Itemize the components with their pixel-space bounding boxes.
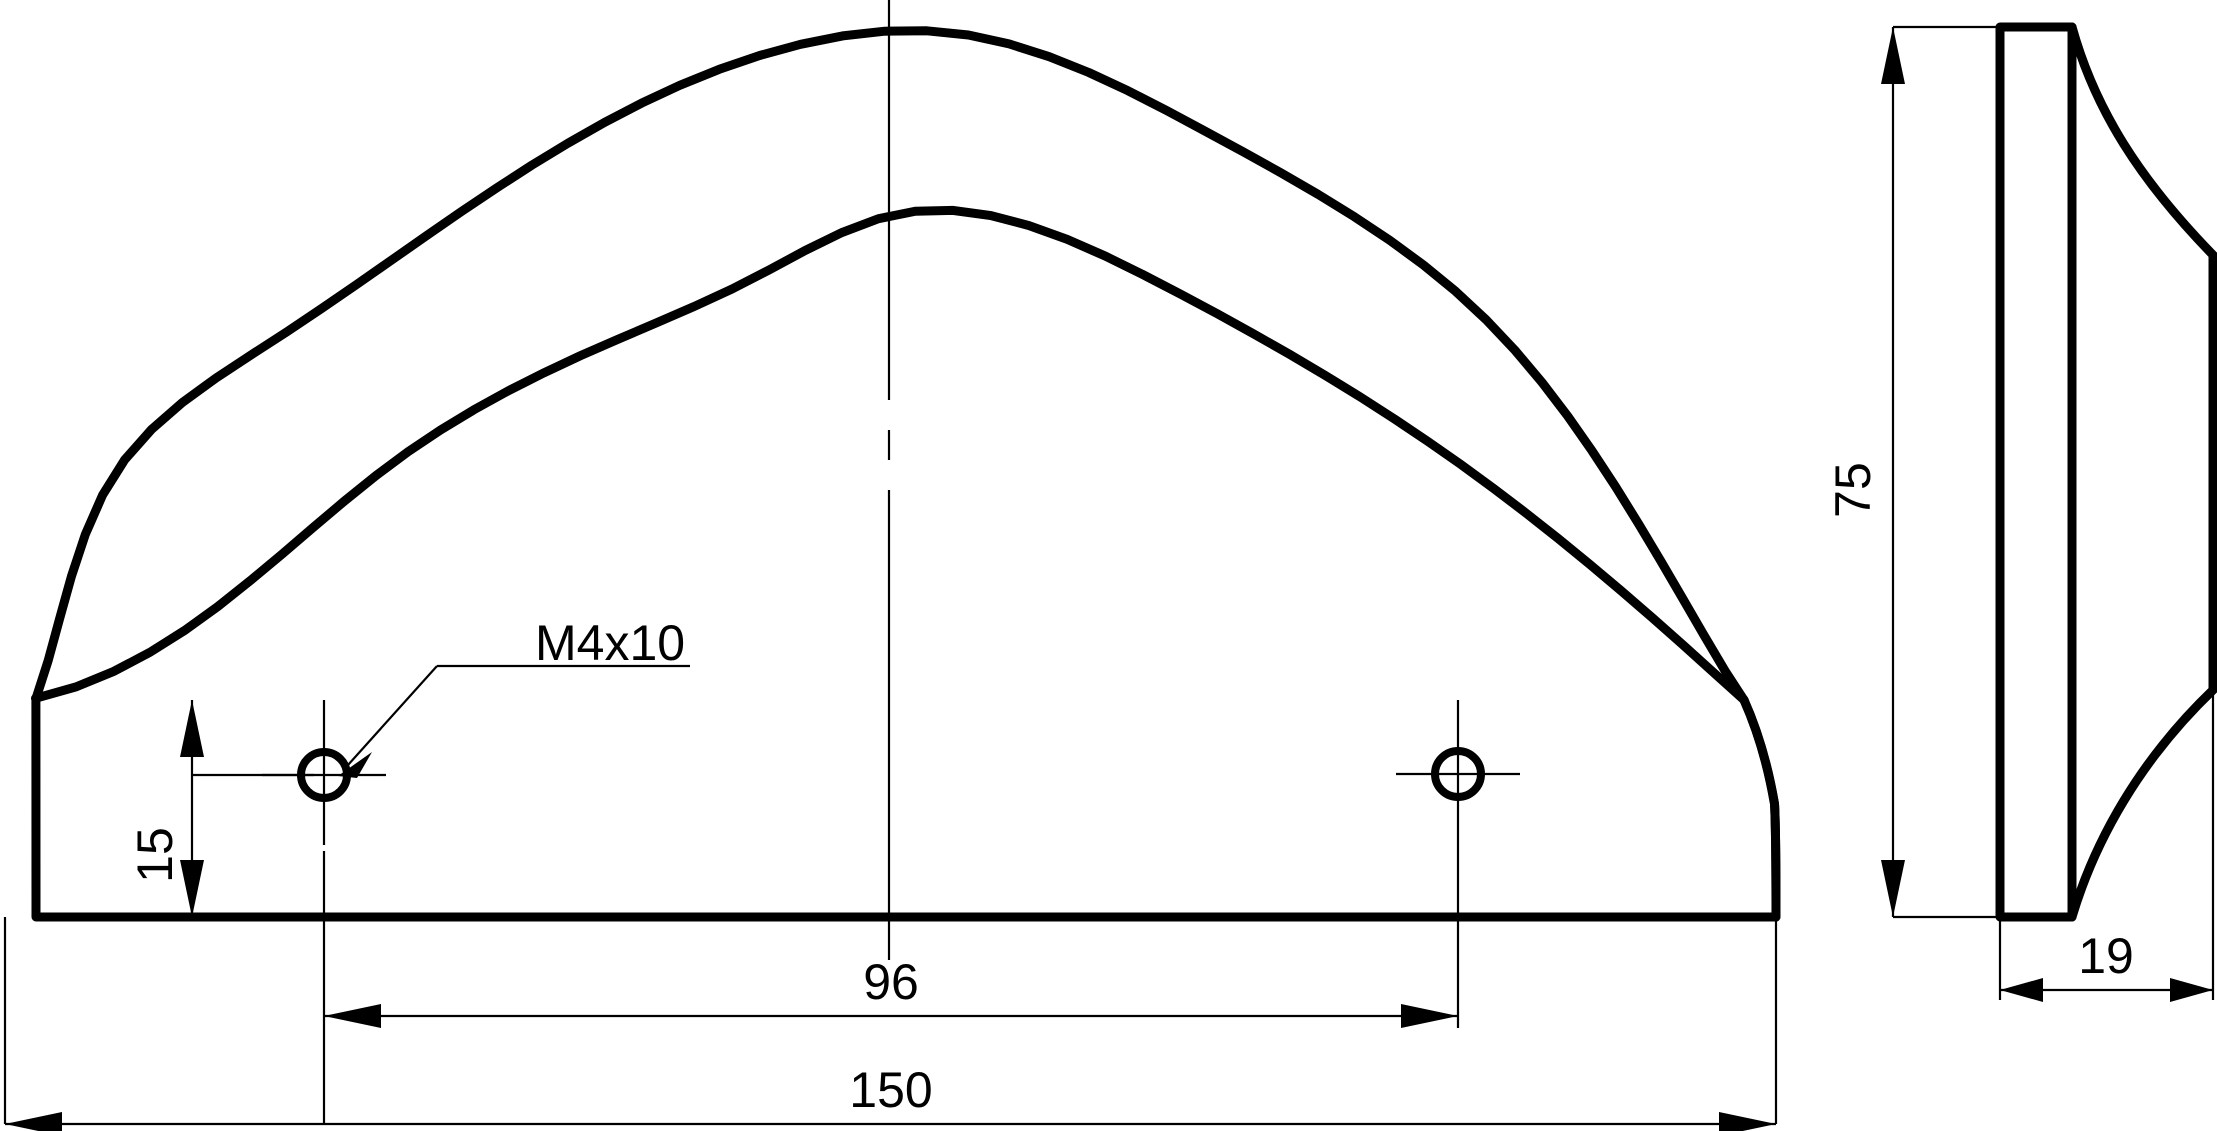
svg-text:15: 15 <box>127 827 183 883</box>
svg-text:96: 96 <box>863 954 919 1010</box>
svg-text:150: 150 <box>849 1062 932 1118</box>
svg-text:M4x10: M4x10 <box>535 615 685 671</box>
svg-text:75: 75 <box>1825 462 1881 518</box>
svg-text:19: 19 <box>2078 928 2134 984</box>
